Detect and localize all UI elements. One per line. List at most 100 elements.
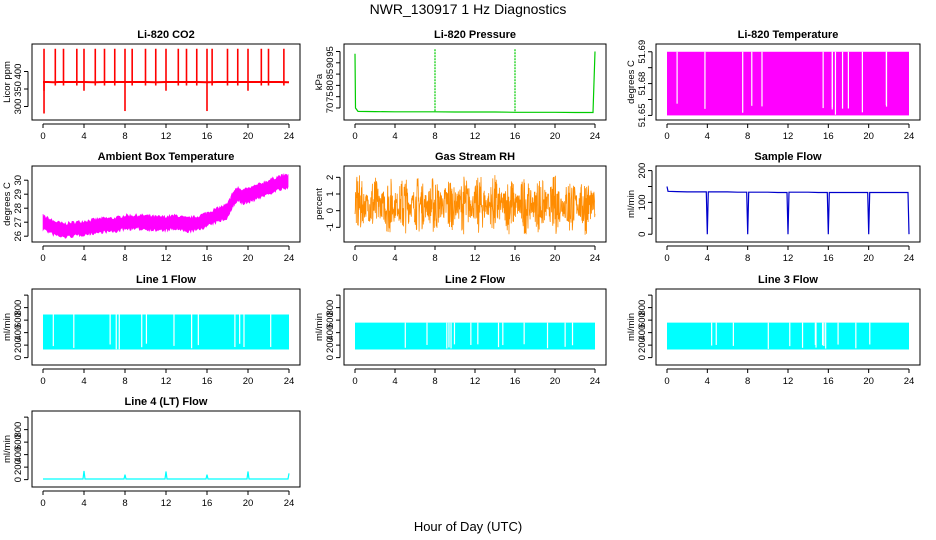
y-tick-label: 400: [13, 447, 24, 463]
x-tick-label: 16: [510, 253, 521, 264]
y-tick-label: 350: [13, 81, 24, 97]
y-tick-label: 80: [325, 80, 336, 91]
y-tick-label: 300: [13, 99, 24, 115]
frame-line2: [343, 288, 607, 366]
frame-rh: [343, 165, 607, 243]
x-tick-label: 24: [590, 376, 601, 387]
x-tick-label: 24: [904, 253, 915, 264]
y-tick-label: 200: [637, 337, 648, 353]
panel-title-line4: Line 4 (LT) Flow: [125, 396, 208, 408]
panel-ylabel-line1: ml/min: [2, 313, 13, 341]
band-line1: [43, 314, 289, 350]
y-tick-label: 1: [325, 191, 336, 196]
y-tick-label: 0: [325, 208, 336, 213]
panel-line1: Line 1 Flow ml/min 0 4 8 12 16 20 24 0 20040060080…: [2, 274, 301, 387]
x-tick-label: 4: [705, 376, 710, 387]
x-tick-label: 16: [823, 131, 834, 142]
x-tick-label: 8: [122, 253, 127, 264]
panel-title-box_temp: Ambient Box Temperature: [98, 151, 235, 163]
series-box_temp: [42, 173, 289, 239]
panel-line2: Line 2 Flow ml/min 0 4 8 12 16 20 24 0 20040060080…: [314, 274, 607, 387]
x-tick-label: 16: [823, 253, 834, 264]
x-tick-label: 12: [161, 376, 172, 387]
y-tick-label: 800: [325, 300, 336, 316]
x-tick-label: 20: [243, 376, 254, 387]
panel-box_temp: Ambient Box Temperature degrees C 0 4 8 12 16 2…: [2, 151, 301, 264]
x-tick-label: 24: [284, 131, 295, 142]
x-tick-label: 20: [550, 376, 561, 387]
x-tick-label: 4: [81, 253, 86, 264]
series-co2: [43, 48, 290, 114]
panel-title-line1: Line 1 Flow: [136, 274, 196, 286]
x-tick-label: 20: [863, 253, 874, 264]
x-axis-line3: 0 4 8 12 16 20 24: [664, 368, 914, 387]
panel-ylabel-li_temp: degrees C: [626, 60, 637, 104]
y-tick-label: 200: [13, 337, 24, 353]
panel-ylabel-rh: percent: [314, 188, 325, 220]
panel-line3: Line 3 Flow ml/min 0 4 8 12 16 20 24 0 20040060080…: [626, 274, 921, 387]
x-axis-co2: 0 4 8 12 16 20 24: [40, 123, 295, 142]
x-tick-label: 12: [783, 376, 794, 387]
x-tick-label: 8: [745, 376, 750, 387]
x-tick-label: 20: [243, 253, 254, 264]
x-tick-label: 4: [392, 131, 397, 142]
y-tick-label: 800: [13, 422, 24, 438]
series-line4: [43, 470, 290, 480]
x-axis-rh: 0 4 8 12 16 20 24: [352, 245, 600, 264]
panel-ylabel-box_temp: degrees C: [2, 182, 13, 226]
series-pressure: [354, 49, 596, 114]
frame-pressure: [343, 43, 607, 121]
y-tick-label: 90: [325, 58, 336, 69]
line-sample_flow: [666, 186, 910, 235]
panel-line4: Line 4 (LT) Flow ml/min 0 4 8 12 16 20 24 0 200400…: [2, 396, 301, 509]
x-axis-pressure: 0 4 8 12 16 20 24: [352, 123, 601, 142]
x-tick-label: 24: [284, 376, 295, 387]
band-line3: [667, 322, 909, 350]
x-tick-label: 0: [664, 131, 669, 142]
y-tick-label: 70: [325, 103, 336, 114]
frame-li_temp: [655, 43, 921, 121]
y-tick-label: 51.65: [637, 104, 648, 128]
panel-title-sample_flow: Sample Flow: [754, 151, 822, 163]
x-tick-label: 0: [352, 131, 357, 142]
band-line2: [355, 322, 595, 350]
x-tick-label: 4: [705, 253, 710, 264]
panel-ylabel-line3: ml/min: [626, 313, 637, 341]
x-tick-label: 4: [392, 376, 397, 387]
line-pressure: [354, 51, 596, 114]
figure-xlabel: Hour of Day (UTC): [414, 519, 522, 534]
y-tick-label: 800: [13, 300, 24, 316]
x-tick-label: 20: [550, 253, 561, 264]
x-axis-li_temp: 0 4 8 12 16 20 24: [664, 123, 915, 142]
y-tick-label: 100: [637, 194, 648, 210]
y-tick-label: 0: [637, 355, 648, 360]
x-tick-label: 12: [783, 131, 794, 142]
x-axis-line4: 0 4 8 12 16 20 24: [40, 490, 294, 509]
x-tick-label: 24: [904, 131, 915, 142]
y-tick-label: 600: [637, 312, 648, 328]
y-tick-label: -1: [325, 223, 336, 231]
panel-title-pressure: Li-820 Pressure: [434, 29, 516, 41]
x-tick-label: 16: [510, 131, 521, 142]
x-tick-label: 0: [352, 253, 357, 264]
x-tick-label: 0: [40, 131, 45, 142]
y-axis-sample_flow: 0 100 200: [637, 163, 653, 237]
y-tick-label: 400: [325, 325, 336, 341]
band-li_temp: [667, 51, 909, 116]
x-tick-label: 8: [122, 376, 127, 387]
x-axis-line2: 0 4 8 12 16 20 24: [352, 368, 601, 387]
panel-li_temp: Li-820 Temperature degrees C 0 4 8 12 16 20 24 51…: [626, 29, 921, 142]
y-tick-label: 28: [13, 203, 24, 214]
x-tick-label: 8: [745, 131, 750, 142]
y-tick-label: 400: [637, 325, 648, 341]
x-tick-label: 24: [590, 131, 601, 142]
y-tick-label: 200: [13, 459, 24, 475]
y-tick-label: 26: [13, 231, 24, 242]
y-tick-label: 600: [13, 312, 24, 328]
y-tick-label: 200: [325, 337, 336, 353]
